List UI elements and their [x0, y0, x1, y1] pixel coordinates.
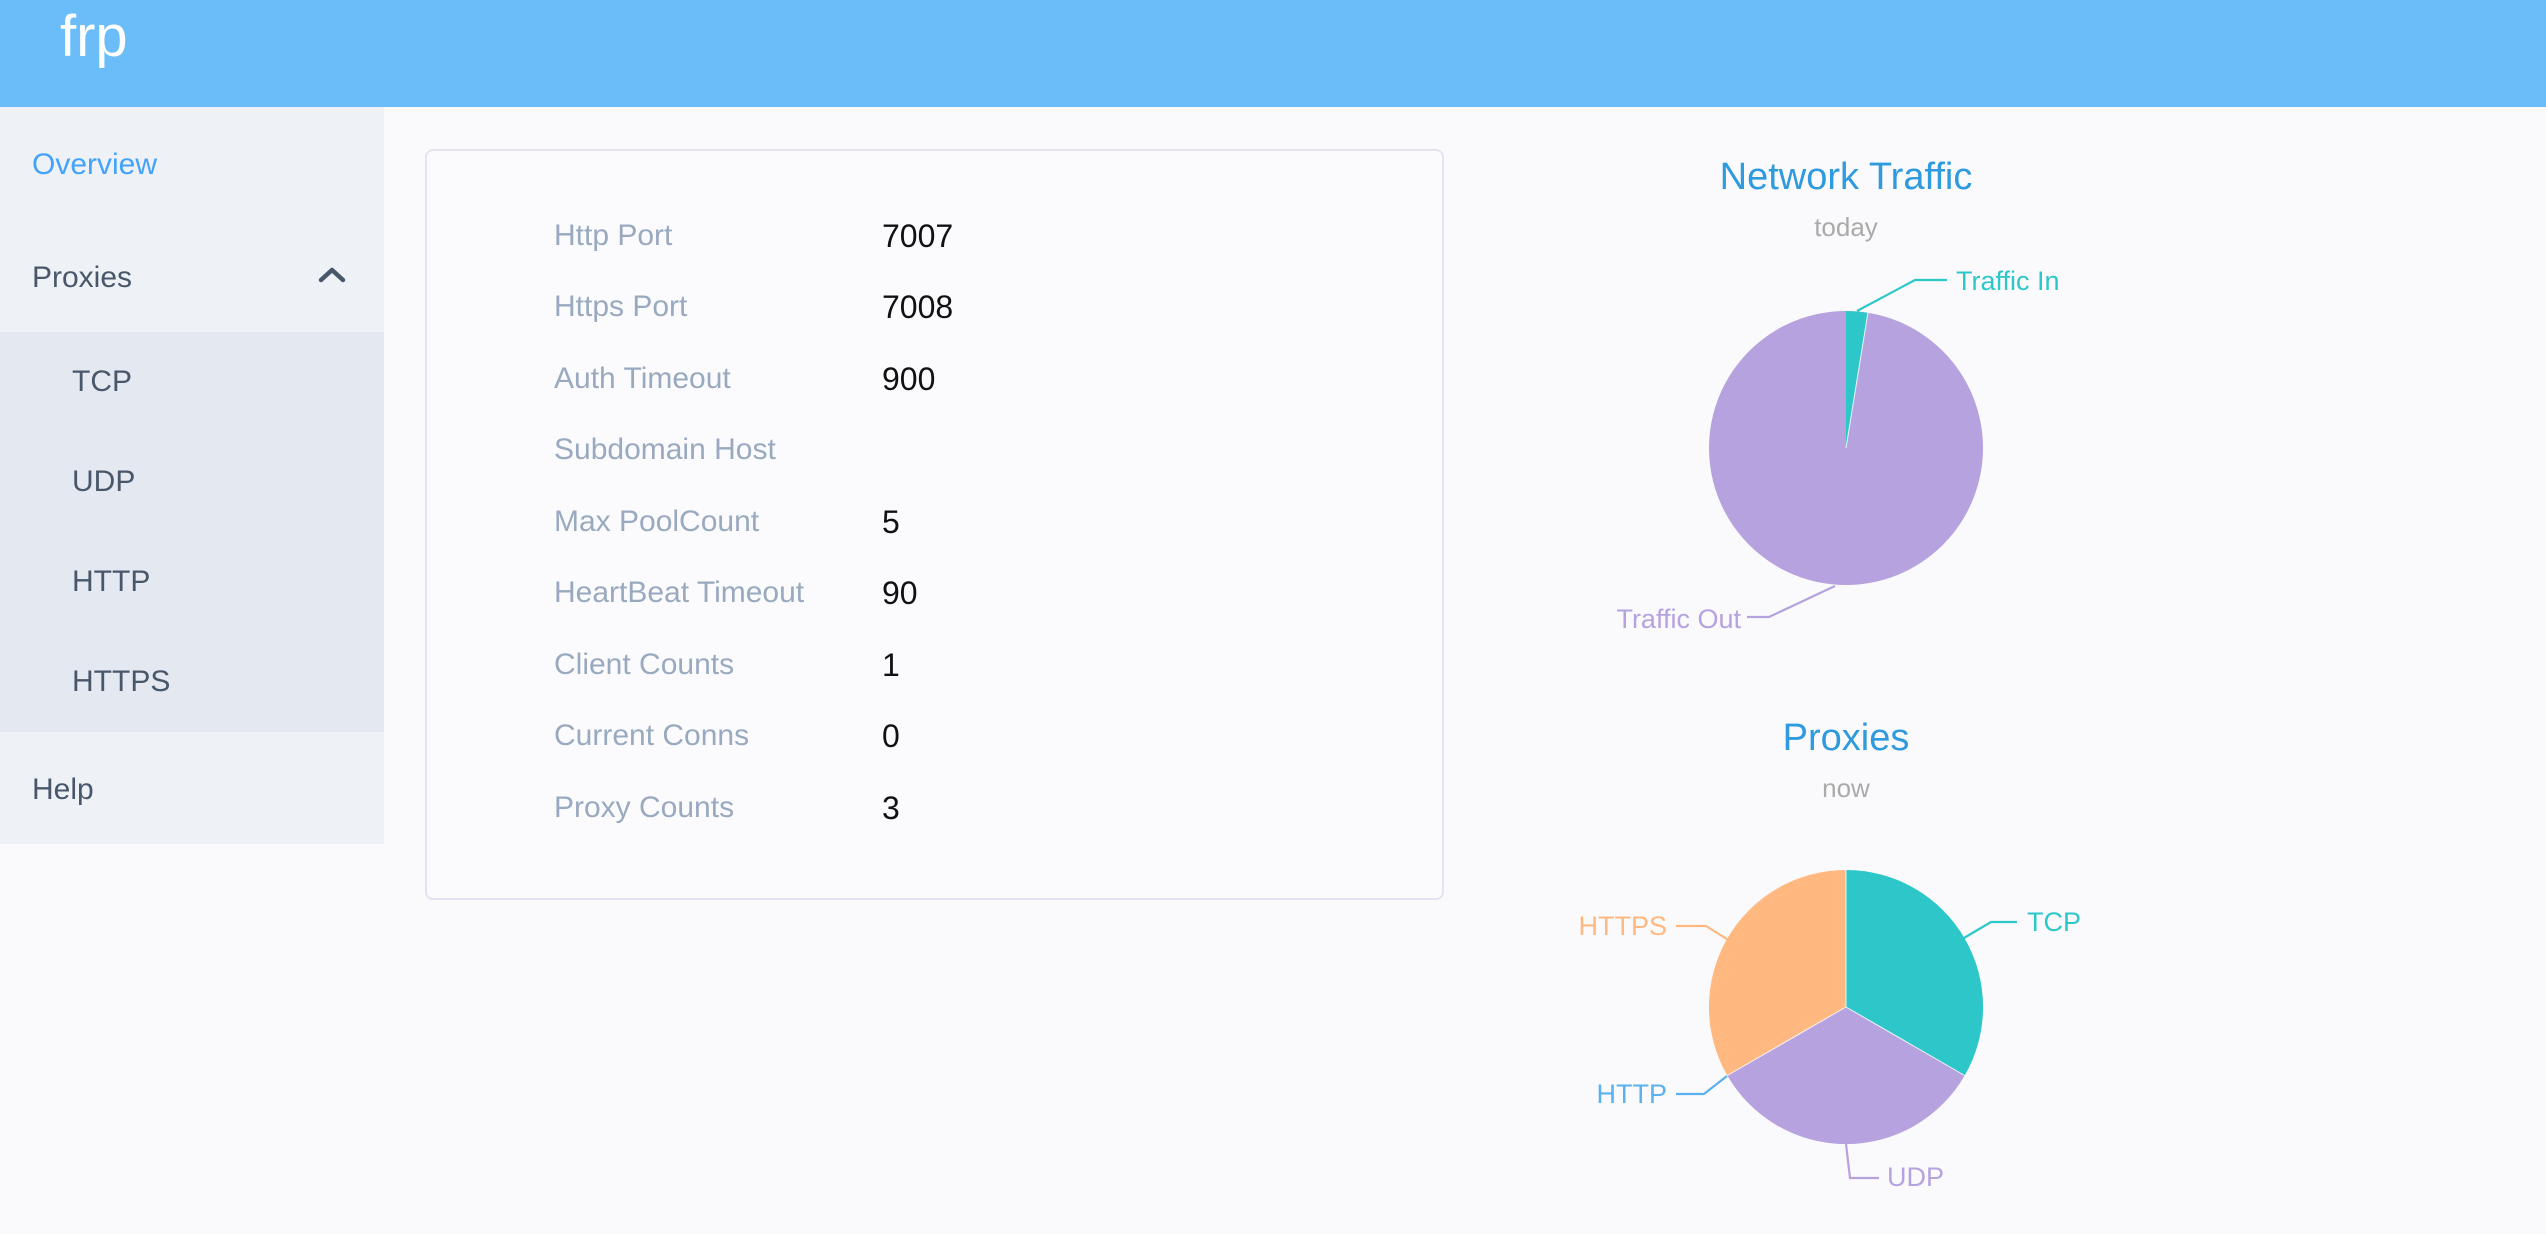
svg-text:TCP: TCP [2027, 907, 2081, 937]
svg-text:HTTP: HTTP [1597, 1079, 1668, 1109]
svg-text:UDP: UDP [1887, 1162, 1944, 1192]
svg-text:Proxies: Proxies [1783, 717, 1910, 759]
svg-text:Traffic In: Traffic In [1956, 266, 2060, 296]
svg-text:today: today [1814, 212, 1878, 242]
svg-text:HTTPS: HTTPS [1578, 911, 1667, 941]
svg-text:Traffic Out: Traffic Out [1616, 604, 1741, 634]
svg-text:Network Traffic: Network Traffic [1720, 156, 1973, 198]
svg-text:now: now [1822, 773, 1870, 803]
